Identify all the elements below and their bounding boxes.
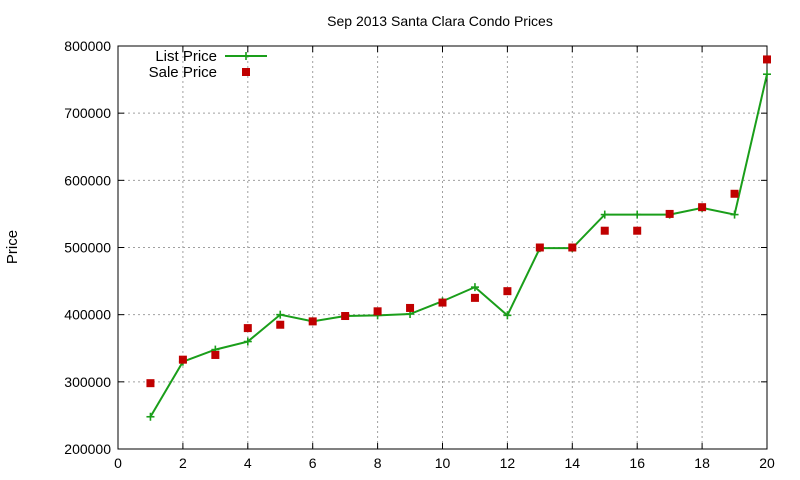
sale-price-legend-marker xyxy=(242,68,250,76)
list-price-point xyxy=(730,210,739,219)
legend-sample-list-price xyxy=(225,52,267,60)
x-tick-label: 8 xyxy=(374,455,382,471)
x-tick-label: 18 xyxy=(694,455,710,471)
sale-price-point xyxy=(276,320,285,329)
legend-label-sale-price: Sale Price xyxy=(149,64,217,81)
sale-price-point xyxy=(503,287,512,296)
legend: List Price Sale Price xyxy=(149,48,267,81)
y-tick-label: 500000 xyxy=(64,240,111,256)
y-tick-label: 800000 xyxy=(64,38,111,54)
sale-price-point xyxy=(373,307,382,316)
x-tick-label: 6 xyxy=(309,455,317,471)
legend-label-list-price: List Price xyxy=(155,48,217,65)
y-tick-label: 200000 xyxy=(64,441,111,457)
sale-price-point xyxy=(698,203,707,212)
grid-lines xyxy=(118,46,767,449)
sale-price-point xyxy=(665,209,674,218)
y-tick-label: 300000 xyxy=(64,374,111,390)
y-axis-label: Price xyxy=(4,230,21,264)
chart-title: Sep 2013 Santa Clara Condo Prices xyxy=(327,13,553,29)
list-price-point xyxy=(146,412,155,421)
sale-price-point xyxy=(600,226,609,235)
sale-price-point xyxy=(438,298,447,307)
sale-price-point xyxy=(243,324,252,333)
list-price-legend-marker xyxy=(242,52,250,60)
list-price-point xyxy=(763,70,771,79)
sale-price-point xyxy=(341,312,350,321)
list-price-point xyxy=(243,337,252,346)
sale-price-point xyxy=(308,317,317,326)
x-tick-label: 20 xyxy=(759,455,775,471)
x-tick-label: 14 xyxy=(565,455,581,471)
sale-price-point xyxy=(406,303,415,312)
sale-price-point xyxy=(470,293,479,302)
sale-price-point xyxy=(730,189,739,198)
x-tick-label: 2 xyxy=(179,455,187,471)
sale-price-point xyxy=(211,350,220,359)
sale-price-point xyxy=(568,243,577,252)
x-tick-label: 0 xyxy=(114,455,122,471)
list-price-point xyxy=(633,210,642,219)
axis-ticks: 0 2 4 6 8 10 12 14 16 18 20 200000 300000 400000 50000… xyxy=(64,38,775,471)
list-price-point xyxy=(470,283,479,292)
sale-price-point xyxy=(763,55,771,64)
x-tick-label: 10 xyxy=(435,455,451,471)
x-tick-label: 12 xyxy=(500,455,516,471)
sale-price-point xyxy=(146,379,155,388)
x-tick-label: 4 xyxy=(244,455,252,471)
y-tick-label: 400000 xyxy=(64,307,111,323)
x-tick-label: 16 xyxy=(629,455,645,471)
legend-sample-sale-price xyxy=(242,68,250,76)
list-price-point xyxy=(600,210,609,219)
y-tick-label: 700000 xyxy=(64,105,111,121)
list-price-line xyxy=(149,73,768,418)
list-price-point xyxy=(276,310,285,319)
plot-frame xyxy=(117,45,768,450)
series-layer xyxy=(146,55,771,421)
list-price-point xyxy=(503,311,512,320)
y-tick-label: 600000 xyxy=(64,172,111,188)
sale-price-point xyxy=(535,243,544,252)
sale-price-point xyxy=(633,226,642,235)
sale-price-point xyxy=(178,355,187,364)
